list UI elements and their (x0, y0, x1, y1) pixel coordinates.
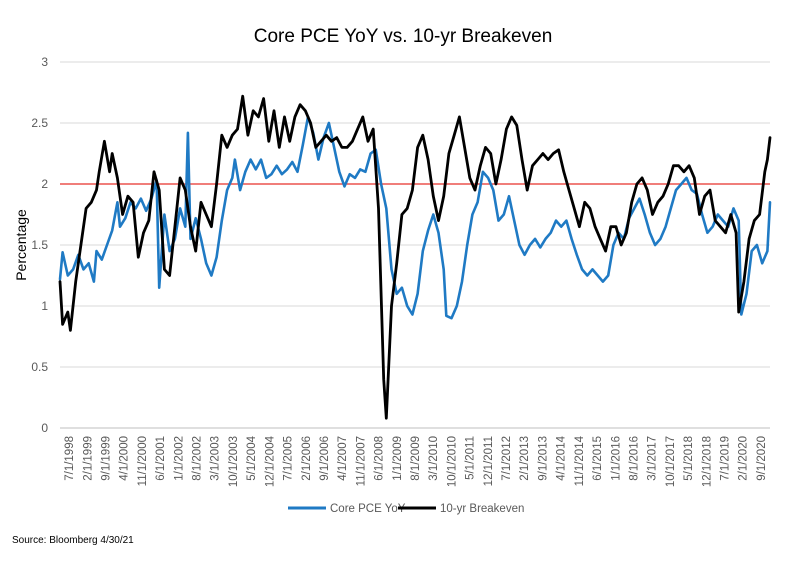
x-tick-label: 11/1/2014 (574, 435, 586, 486)
x-tick-label: 7/1/2012 (501, 436, 513, 481)
x-tick-label: 5/1/2011 (465, 436, 477, 480)
source-note: Source: Bloomberg 4/30/21 (12, 535, 134, 546)
x-tick-label: 4/1/2007 (337, 436, 349, 481)
x-tick-label: 12/1/2004 (264, 435, 276, 487)
x-tick-label: 10/1/2003 (228, 436, 240, 487)
x-tick-label: 7/1/1998 (64, 436, 76, 481)
y-tick-label: 2.5 (31, 116, 48, 130)
legend-label-breakeven: 10-yr Breakeven (440, 503, 524, 515)
x-tick-label: 2/1/2020 (738, 436, 750, 481)
x-tick-label: 4/1/2014 (556, 435, 568, 480)
y-axis-ticks: 0 0.5 1 1.5 2 2.5 3 (31, 55, 48, 435)
x-tick-label: 5/1/2018 (683, 436, 695, 481)
x-tick-label: 5/1/2004 (246, 435, 258, 480)
x-tick-label: 11/1/2000 (137, 436, 149, 486)
y-tick-label: 0 (41, 421, 48, 435)
chart-title: Core PCE YoY vs. 10-yr Breakeven (254, 26, 553, 47)
x-axis-ticks: 7/1/1998 2/1/1999 9/1/1999 4/1/2000 11/1/200… (64, 435, 768, 487)
x-tick-label: 1/1/2002 (173, 436, 185, 481)
y-tick-label: 3 (41, 55, 48, 69)
x-tick-label: 6/1/2001 (155, 436, 167, 481)
legend: Core PCE YoY 10-yr Breakeven (288, 503, 524, 515)
x-tick-label: 10/1/2017 (665, 436, 677, 487)
y-tick-label: 1 (41, 299, 48, 313)
y-tick-label: 1.5 (31, 238, 48, 252)
x-tick-label: 3/1/2003 (210, 436, 222, 481)
x-tick-label: 12/1/2018 (701, 436, 713, 487)
x-tick-label: 8/1/2016 (628, 436, 640, 481)
x-tick-label: 1/1/2009 (392, 436, 404, 481)
x-tick-label: 6/1/2015 (592, 436, 604, 481)
legend-label-core-pce: Core PCE YoY (330, 503, 406, 515)
x-tick-label: 10/1/2010 (446, 436, 458, 487)
x-tick-label: 11/1/2007 (355, 436, 367, 486)
x-tick-label: 7/1/2019 (719, 436, 731, 481)
x-tick-label: 2/1/2006 (301, 436, 313, 481)
x-tick-label: 3/1/2017 (647, 436, 659, 481)
x-tick-label: 9/1/1999 (101, 436, 113, 481)
series-layer (58, 94, 772, 420)
x-tick-label: 4/1/2000 (119, 436, 131, 481)
x-tick-label: 2/1/2013 (519, 436, 531, 481)
y-tick-label: 0.5 (31, 360, 48, 374)
y-tick-label: 2 (41, 177, 48, 191)
breakeven-10yr-line (58, 94, 772, 420)
x-tick-label: 1/1/2016 (610, 436, 622, 481)
x-tick-label: 7/1/2005 (283, 436, 295, 481)
x-tick-label: 9/1/2013 (537, 436, 549, 481)
x-tick-label: 6/1/2008 (374, 436, 386, 481)
x-tick-label: 8/1/2002 (192, 436, 204, 481)
x-tick-label: 12/1/2011 (483, 436, 495, 486)
x-tick-label: 9/1/2020 (756, 436, 768, 481)
x-tick-label: 3/1/2010 (428, 436, 440, 481)
x-tick-label: 8/1/2009 (410, 436, 422, 481)
y-axis-label: Percentage (13, 209, 29, 281)
x-tick-label: 9/1/2006 (319, 436, 331, 481)
x-tick-label: 2/1/1999 (82, 436, 94, 481)
